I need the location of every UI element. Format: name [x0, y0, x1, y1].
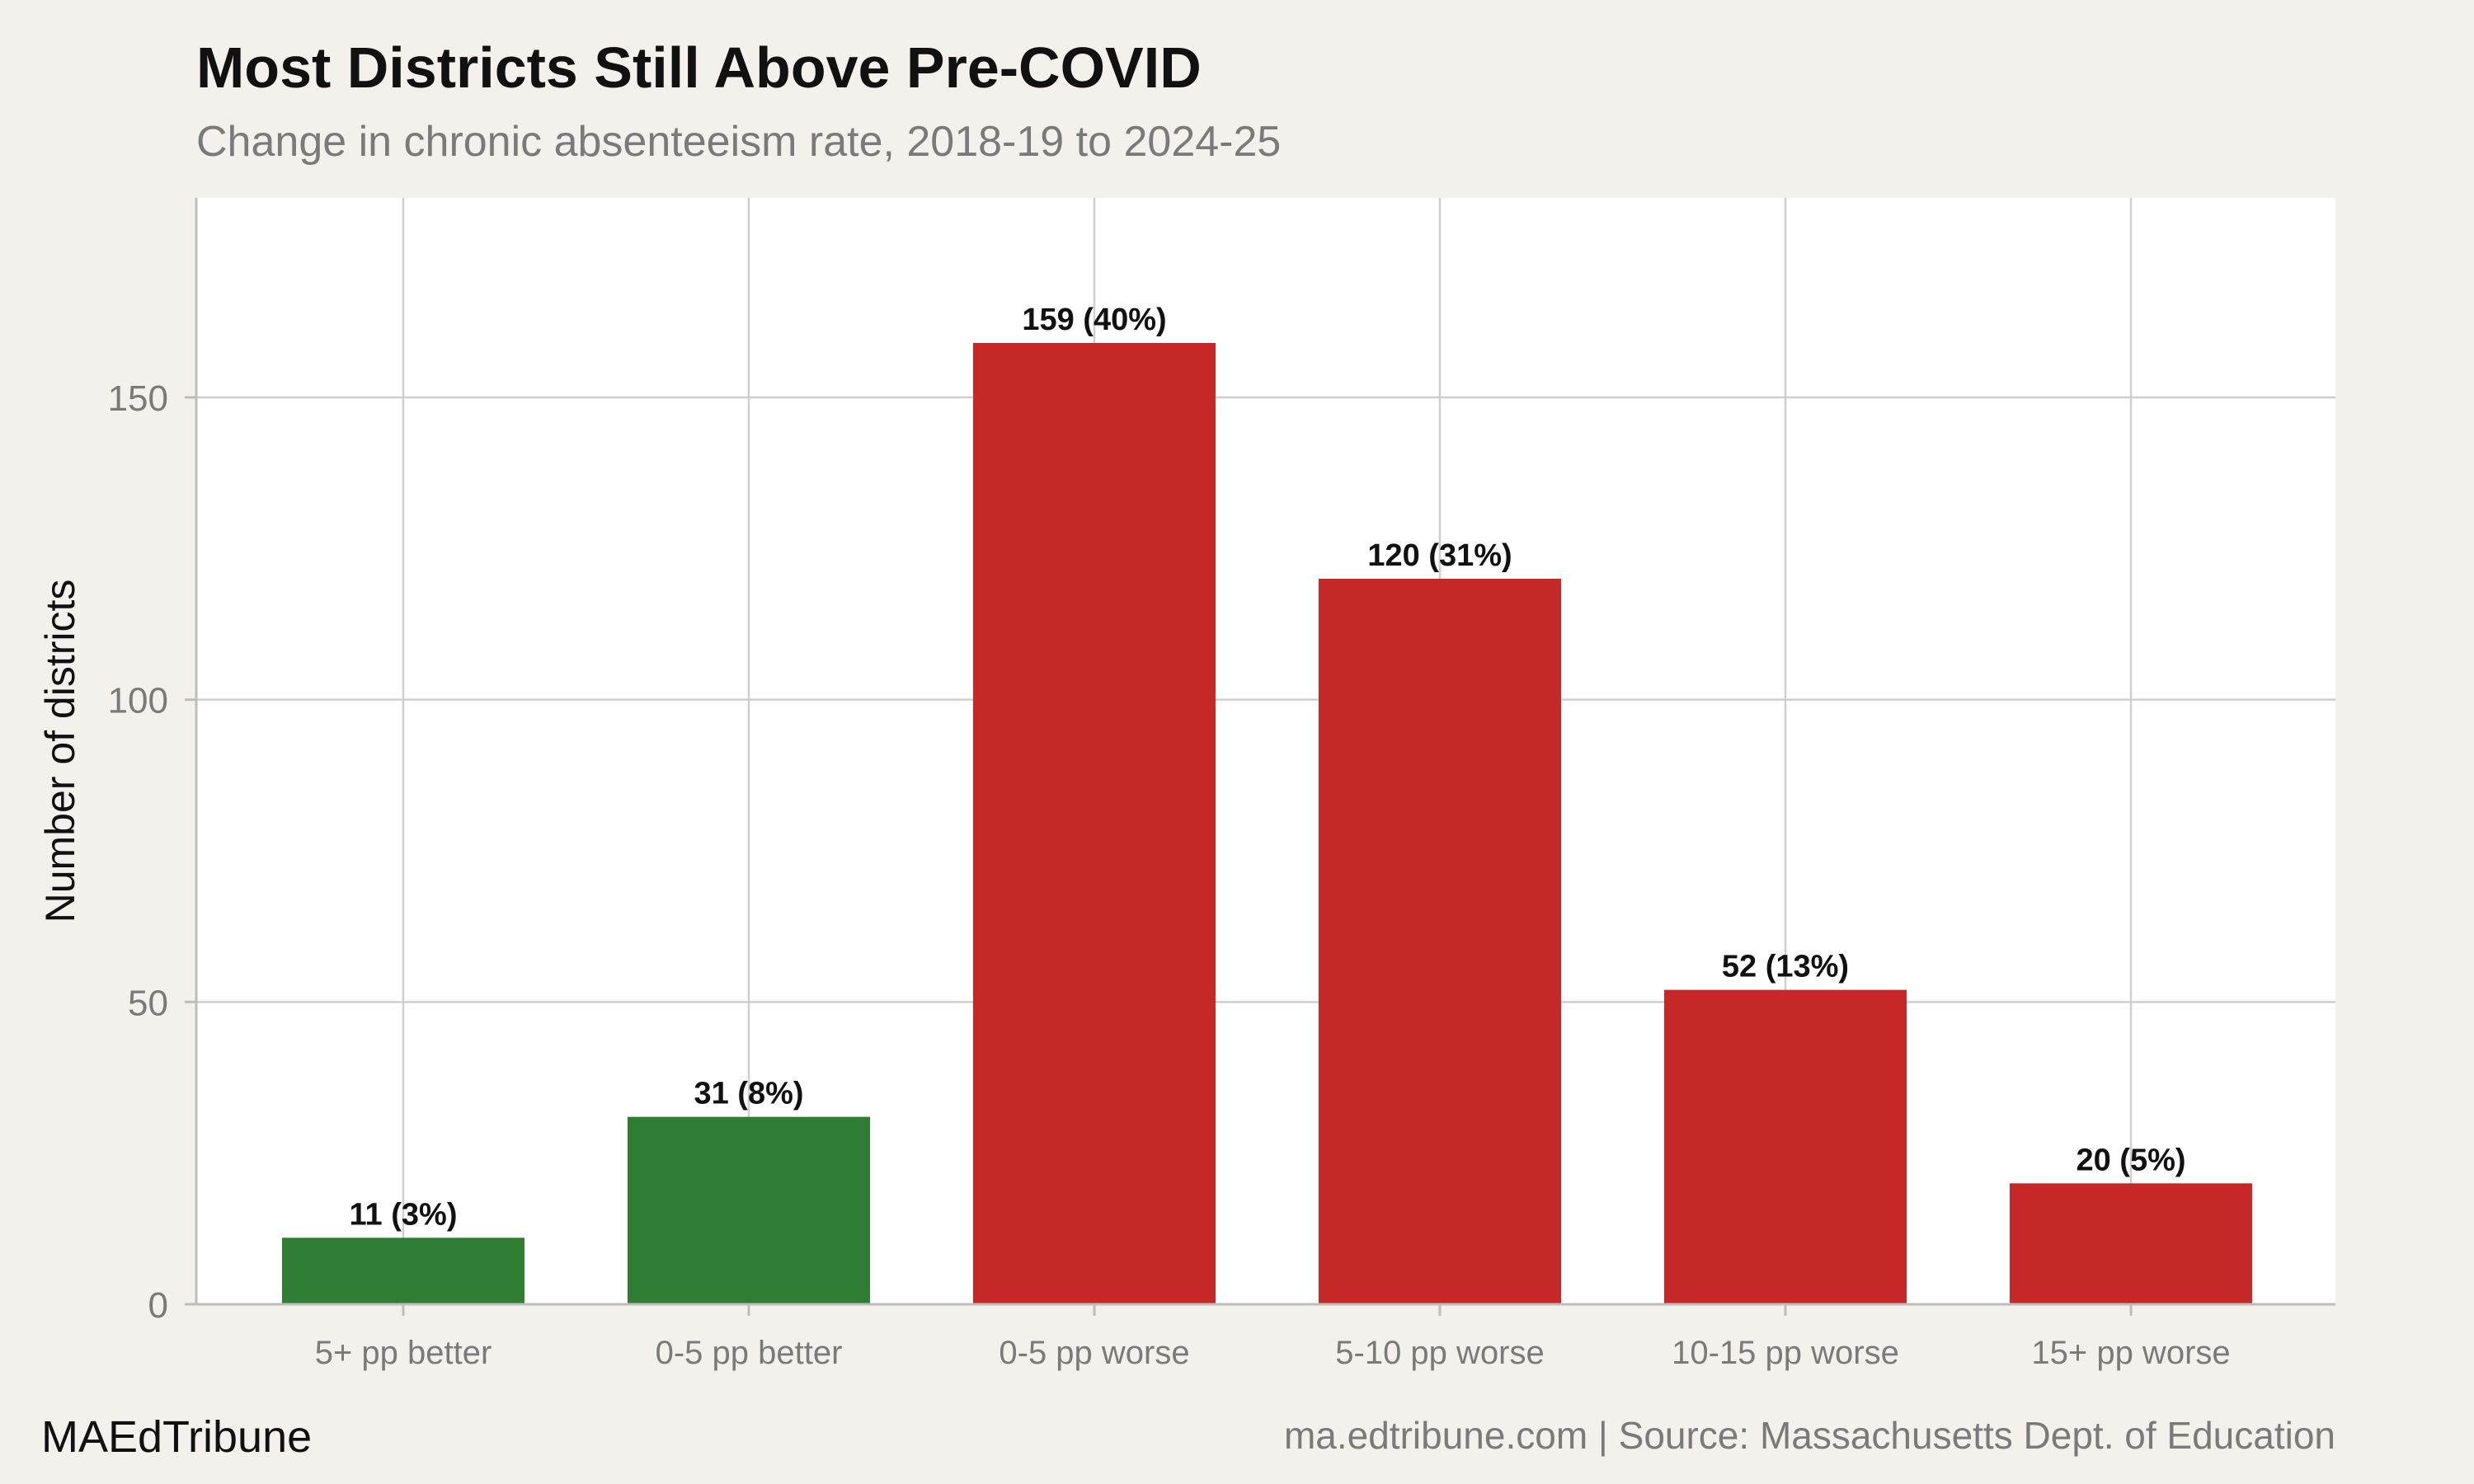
bar — [282, 1237, 524, 1304]
data-label: 20 (5%) — [2076, 1143, 2185, 1177]
y-tick-label: 150 — [108, 378, 168, 419]
y-tick-label: 50 — [128, 983, 168, 1023]
chart-title: Most Districts Still Above Pre-COVID — [196, 35, 1202, 100]
x-tick-label: 0-5 pp better — [656, 1335, 843, 1371]
x-tick-label: 10-15 pp worse — [1672, 1335, 1899, 1371]
data-labels: 11 (3%) 31 (8%) 159 (40%) 120 (31%) 52 (13%)… — [350, 303, 2186, 1232]
brand-logo-text: MAEdTribune — [41, 1412, 313, 1462]
bar — [628, 1116, 870, 1304]
x-axis: 5+ pp better 0-5 pp better 0-5 pp worse 5-1… — [315, 1304, 2231, 1371]
y-tick-label: 0 — [148, 1285, 168, 1326]
bar — [1319, 579, 1561, 1304]
bars — [282, 343, 2252, 1304]
x-tick-label: 0-5 pp worse — [999, 1335, 1189, 1371]
y-tick-label: 100 — [108, 681, 168, 721]
data-label: 52 (13%) — [1722, 950, 1849, 984]
data-label: 31 (8%) — [694, 1077, 803, 1111]
data-label: 120 (31%) — [1367, 538, 1512, 573]
x-tick-label: 15+ pp worse — [2031, 1335, 2230, 1371]
chart-subtitle: Change in chronic absenteeism rate, 2018… — [196, 118, 1282, 166]
x-tick-label: 5+ pp better — [315, 1335, 492, 1371]
y-axis-label: Number of districts — [37, 580, 83, 923]
bar — [1664, 989, 1907, 1304]
y-axis: 0 50 100 150 — [108, 378, 196, 1326]
x-tick-label: 5-10 pp worse — [1335, 1335, 1544, 1371]
data-label: 11 (3%) — [350, 1197, 458, 1232]
plot-panel — [196, 198, 2335, 1304]
bar — [973, 343, 1216, 1304]
data-label: 159 (40%) — [1022, 303, 1166, 337]
source-credit: ma.edtribune.com | Source: Massachusetts… — [1283, 1414, 2335, 1457]
bar — [2010, 1183, 2252, 1304]
